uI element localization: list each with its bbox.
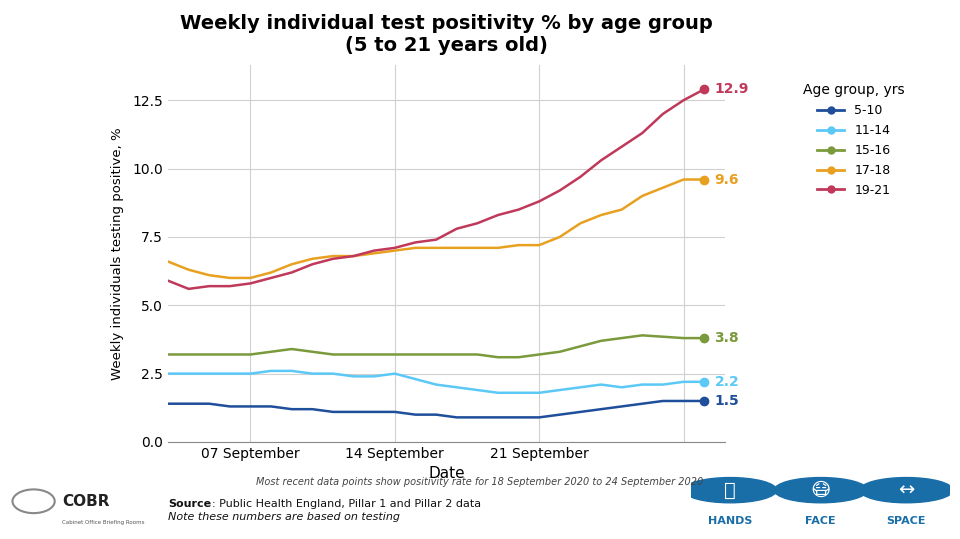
- Text: ✋: ✋: [724, 481, 736, 500]
- Text: HANDS: HANDS: [708, 516, 753, 526]
- Text: 9.6: 9.6: [714, 172, 739, 186]
- Text: Source: Source: [168, 499, 211, 509]
- Text: 2.2: 2.2: [714, 375, 739, 389]
- Circle shape: [860, 478, 953, 503]
- Legend: 5-10, 11-14, 15-16, 17-18, 19-21: 5-10, 11-14, 15-16, 17-18, 19-21: [798, 79, 909, 202]
- X-axis label: Date: Date: [428, 466, 465, 481]
- Text: Most recent data points show positivity rate for 18 September 2020 to 24 Septemb: Most recent data points show positivity …: [256, 477, 704, 487]
- Circle shape: [774, 478, 868, 503]
- Text: 3.8: 3.8: [714, 331, 739, 345]
- Y-axis label: Weekly individuals testing positive, %: Weekly individuals testing positive, %: [111, 127, 124, 379]
- Circle shape: [684, 478, 777, 503]
- Text: ↔: ↔: [899, 481, 915, 500]
- Text: Note these numbers are based on testing: Note these numbers are based on testing: [168, 512, 400, 522]
- Text: : Public Health England, Pillar 1 and Pillar 2 data: : Public Health England, Pillar 1 and Pi…: [212, 499, 481, 509]
- Text: Cabinet Office Briefing Rooms: Cabinet Office Briefing Rooms: [62, 520, 145, 526]
- Text: FACE: FACE: [805, 516, 836, 526]
- Text: COBR: COBR: [62, 494, 109, 509]
- Title: Weekly individual test positivity % by age group
(5 to 21 years old): Weekly individual test positivity % by a…: [180, 14, 712, 55]
- Text: 1.5: 1.5: [714, 394, 739, 408]
- Text: 😷: 😷: [810, 481, 831, 500]
- Text: 12.9: 12.9: [714, 82, 749, 96]
- Text: SPACE: SPACE: [887, 516, 926, 526]
